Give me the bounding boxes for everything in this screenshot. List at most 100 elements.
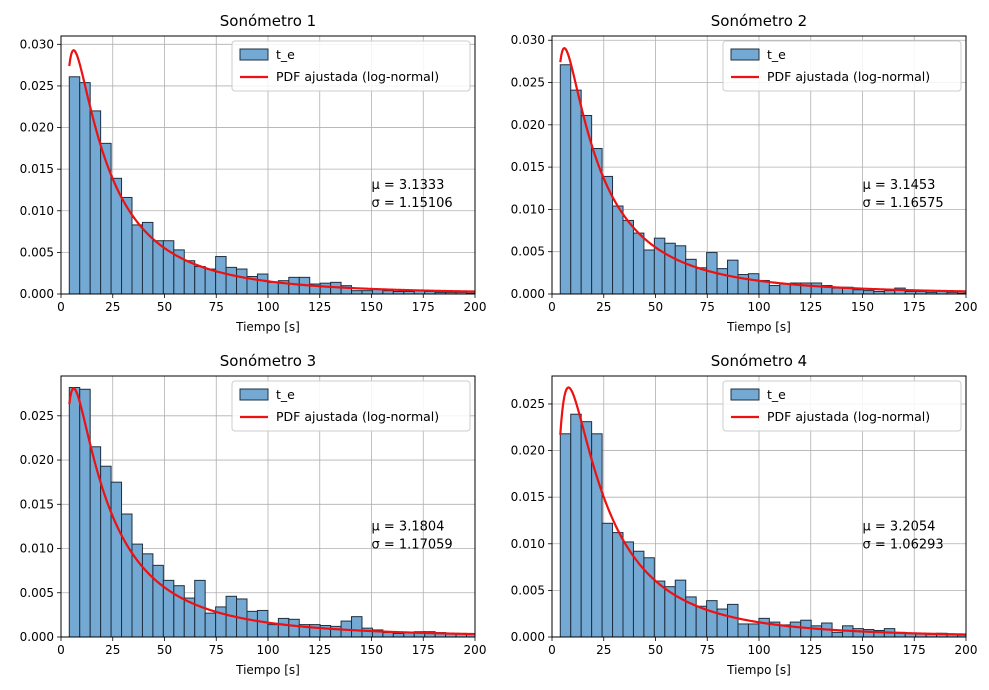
- x-tick-label: 150: [360, 300, 383, 314]
- histogram-bar: [246, 610, 258, 637]
- y-tick-label: 0.030: [511, 33, 545, 47]
- legend-label-histogram: t_e: [276, 47, 295, 62]
- legend-swatch-histogram: [730, 48, 760, 61]
- histogram-bar: [256, 273, 269, 294]
- sigma-annotation: σ = 1.17059: [372, 538, 453, 553]
- x-tick-label: 150: [851, 300, 874, 314]
- x-tick-label: 200: [464, 643, 487, 657]
- subplot-3: 0 25 50 75 100 125 150 175 200 0.000 0.005 0.010 0.0…: [20, 352, 487, 677]
- x-tick-label: 50: [648, 300, 663, 314]
- legend-label-histogram: t_e: [767, 387, 786, 402]
- histogram-bar: [612, 205, 624, 294]
- y-tick-label: 0.015: [20, 497, 54, 511]
- y-tick-label: 0.010: [511, 537, 545, 551]
- legend-box: [231, 40, 471, 92]
- x-tick-label: 150: [851, 643, 874, 657]
- histogram-bar: [194, 266, 206, 294]
- histogram-bar: [695, 605, 708, 637]
- legend: t_e PDF ajustada (log-normal): [231, 40, 471, 92]
- x-tick-label: 125: [799, 300, 822, 314]
- pdf-curve: [68, 48, 475, 293]
- histogram-bar: [277, 617, 290, 637]
- histogram-bar: [653, 580, 666, 637]
- mu-annotation: μ = 3.2054: [863, 520, 936, 535]
- histogram-bar: [674, 245, 687, 294]
- histogram-bar: [622, 219, 634, 294]
- x-tick-label: 0: [57, 300, 65, 314]
- y-tick-label: 0.005: [20, 245, 54, 259]
- y-tick-label: 0.000: [20, 630, 54, 644]
- legend-swatch-histogram: [730, 388, 760, 401]
- y-tick-label: 0.010: [511, 202, 545, 216]
- x-tick-label: 200: [955, 300, 978, 314]
- y-tick-label: 0.010: [20, 542, 54, 556]
- x-tick-label: 75: [700, 300, 715, 314]
- legend: t_e PDF ajustada (log-normal): [231, 380, 471, 432]
- histogram-bar: [559, 64, 572, 294]
- y-tick-label: 0.000: [511, 287, 545, 301]
- x-tick-label: 75: [209, 643, 224, 657]
- y-tick-label: 0.025: [511, 397, 545, 411]
- y-tick-label: 0.025: [20, 409, 54, 423]
- legend: t_e PDF ajustada (log-normal): [722, 40, 962, 92]
- x-tick-label: 125: [308, 300, 331, 314]
- x-tick-label: 100: [257, 300, 280, 314]
- mu-annotation: μ = 3.1333: [372, 178, 445, 193]
- histogram-bar: [612, 532, 624, 637]
- histogram-bar: [236, 268, 248, 294]
- subplot-title: Sonómetro 2: [711, 12, 807, 30]
- legend-label-histogram: t_e: [767, 47, 786, 62]
- histogram-bar: [256, 609, 269, 637]
- y-tick-label: 0.000: [511, 630, 545, 644]
- histogram-bar: [716, 268, 729, 294]
- pdf-curve: [68, 387, 475, 636]
- x-tick-label: 100: [748, 643, 771, 657]
- sigma-annotation: σ = 1.06293: [863, 538, 944, 553]
- legend-swatch-histogram: [239, 388, 269, 401]
- x-tick-label: 175: [903, 643, 926, 657]
- histogram-bar: [768, 285, 781, 294]
- histogram-bar: [68, 76, 81, 294]
- x-tick-label: 200: [464, 300, 487, 314]
- x-tick-label: 175: [412, 643, 435, 657]
- x-tick-label: 25: [105, 300, 120, 314]
- y-tick-label: 0.020: [511, 118, 545, 132]
- histogram-bar: [121, 513, 133, 637]
- histogram-bars: [68, 387, 475, 637]
- y-tick-label: 0.005: [511, 583, 545, 597]
- legend-box: [231, 380, 471, 432]
- histogram-bar: [601, 522, 614, 637]
- histogram-bar: [79, 82, 91, 294]
- histogram-bar: [382, 632, 394, 637]
- histogram-bar: [747, 273, 760, 294]
- histogram-bar: [267, 624, 279, 637]
- y-tick-label: 0.005: [20, 586, 54, 600]
- y-tick-label: 0.015: [511, 490, 545, 504]
- x-tick-label: 50: [157, 300, 172, 314]
- histogram-bar: [664, 242, 676, 294]
- x-tick-label: 0: [57, 643, 65, 657]
- x-tick-label: 25: [596, 643, 611, 657]
- x-tick-label: 0: [548, 300, 556, 314]
- mu-annotation: μ = 3.1804: [372, 520, 445, 535]
- histogram-bar: [779, 283, 791, 294]
- histogram-bar: [204, 612, 217, 637]
- histogram-bar: [319, 282, 332, 294]
- subplot-1: 0 25 50 75 100 125 150 175 200 0.000 0.005 0.010 0.0…: [20, 12, 487, 334]
- y-tick-label: 0.020: [511, 444, 545, 458]
- mu-annotation: μ = 3.1453: [863, 178, 936, 193]
- histogram-bar: [100, 142, 112, 294]
- histogram-bar: [643, 249, 655, 294]
- x-tick-label: 75: [700, 643, 715, 657]
- grid: [60, 376, 476, 638]
- x-tick-label: 125: [308, 643, 331, 657]
- y-tick-label: 0.010: [20, 204, 54, 218]
- histogram-bar: [758, 617, 770, 637]
- legend-box: [722, 40, 962, 92]
- histogram-bar: [351, 616, 363, 637]
- y-tick-label: 0.005: [511, 245, 545, 259]
- histogram-bar: [695, 267, 708, 294]
- histogram-bar: [152, 240, 164, 294]
- legend-box: [722, 380, 962, 432]
- histogram-bar: [632, 232, 645, 294]
